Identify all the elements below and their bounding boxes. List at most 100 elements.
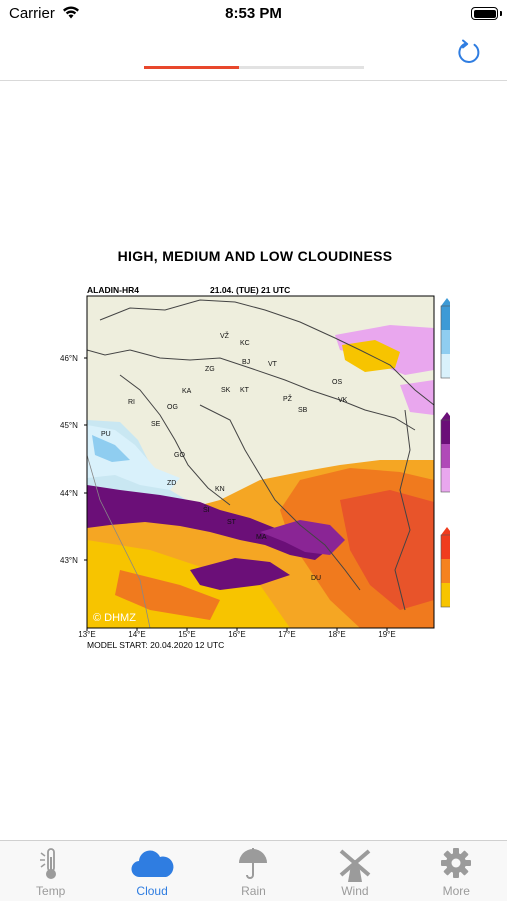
- battery-icon: [471, 7, 498, 20]
- longitude-label: 14°E: [128, 630, 145, 639]
- city-label: VT: [268, 361, 278, 368]
- legend-swatch: [441, 535, 450, 559]
- tab-rain[interactable]: Rain: [203, 841, 304, 901]
- model-name: ALADIN-HR4: [87, 285, 139, 295]
- city-label: VK: [338, 397, 348, 404]
- low-cloud-southwest: [87, 540, 290, 628]
- cloudiness-map: VŽ KC BJ VT ZG KA SK KT OS PŽ VK SB RI OG PU SE GO ZD KN ŠI…: [60, 240, 450, 660]
- tab-bar: Temp Cloud Rain Wind: [0, 840, 507, 901]
- border-north: [99, 299, 434, 406]
- nav-bar: [0, 30, 507, 81]
- loading-progress-fill: [144, 66, 239, 69]
- longitude-label: 18°E: [328, 630, 345, 639]
- tab-wind-label: Wind: [341, 884, 369, 898]
- tab-cloud[interactable]: Cloud: [101, 841, 202, 901]
- city-label: OG: [167, 404, 178, 411]
- map-title: HIGH, MEDIUM AND LOW CLOUDINESS: [117, 248, 393, 264]
- loading-progress-bar: [144, 66, 364, 69]
- city-label: ZG: [205, 366, 215, 373]
- latitude-label: 44°N: [60, 489, 78, 498]
- cities-layer: VŽ KC BJ VT ZG KA SK KT OS PŽ VK SB RI OG PU SE GO ZD KN ŠI…: [101, 331, 348, 582]
- cloud-icon: [131, 850, 174, 878]
- latitude-label: 46°N: [60, 354, 78, 363]
- tab-more[interactable]: More: [406, 841, 507, 901]
- valid-time: 21.04. (TUE) 21 UTC: [210, 285, 291, 295]
- longitude-label: 17°E: [278, 630, 295, 639]
- umbrella-icon: [239, 848, 268, 879]
- medium-cloud-band-south: [190, 558, 290, 590]
- border-bosnia: [199, 404, 361, 591]
- medium-cloud-east: [400, 380, 434, 415]
- longitude-label: 16°E: [228, 630, 245, 639]
- legend-swatch: [441, 468, 450, 492]
- city-label: KN: [215, 486, 225, 493]
- legend-swatch: [441, 354, 450, 378]
- medium-cloud-band-east: [260, 520, 345, 555]
- city-label: KT: [240, 387, 250, 394]
- longitude-label: 19°E: [378, 630, 395, 639]
- high-cloud-west-core: [92, 435, 130, 462]
- refresh-icon[interactable]: [455, 38, 483, 66]
- carrier-label: Carrier: [9, 5, 55, 22]
- coastline: [119, 374, 231, 506]
- map-graphic: VŽ KC BJ VT ZG KA SK KT OS PŽ VK SB RI OG PU SE GO ZD KN ŠI…: [60, 295, 450, 639]
- tab-rain-label: Rain: [241, 884, 266, 898]
- thermometer-icon: [39, 848, 56, 879]
- legend-layer: 806040HIGH CLOUDINESS (%)806040MEDIUM CL…: [440, 298, 450, 608]
- tab-temp[interactable]: Temp: [0, 841, 101, 901]
- latitude-label: 45°N: [60, 421, 78, 430]
- border-slovenia: [87, 349, 131, 356]
- high-cloud-west: [87, 425, 180, 490]
- tab-temp-label: Temp: [36, 884, 66, 898]
- dhmz-watermark: © DHMZ: [93, 612, 136, 624]
- city-label: SK: [221, 387, 231, 394]
- legend-swatch: [441, 444, 450, 468]
- legend-swatch: [441, 583, 450, 607]
- longitude-label: 13°E: [78, 630, 95, 639]
- legend-swatch: [441, 330, 450, 354]
- city-label: SB: [298, 407, 308, 414]
- city-label: ŠI: [203, 505, 210, 514]
- city-label: KC: [240, 340, 250, 347]
- low-cloud-southwest-core: [115, 570, 220, 620]
- city-label: ZD: [167, 480, 176, 487]
- border-serbia: [394, 409, 411, 611]
- tab-more-label: More: [442, 884, 470, 898]
- legend-arrow: [441, 412, 450, 420]
- windmill-icon: [339, 849, 371, 882]
- city-label: OS: [332, 379, 342, 386]
- latitude-label: 43°N: [60, 556, 78, 565]
- city-label: VŽ: [220, 331, 230, 340]
- legend-frame: [440, 305, 450, 379]
- clock: 8:53 PM: [225, 5, 282, 22]
- city-label: KA: [182, 388, 192, 395]
- city-label: PŽ: [283, 394, 293, 403]
- legend-frame: [440, 534, 450, 608]
- legend-swatch: [441, 306, 450, 330]
- city-label: DU: [311, 575, 321, 582]
- legend-arrow: [441, 298, 450, 306]
- tab-wind[interactable]: Wind: [304, 841, 405, 901]
- city-label: PU: [101, 431, 111, 438]
- city-label: ST: [227, 519, 237, 526]
- legend-frame: [440, 419, 450, 493]
- longitude-label: 15°E: [178, 630, 195, 639]
- legend-arrow: [441, 527, 450, 535]
- city-label: GO: [174, 452, 185, 459]
- low-cloud-east-core: [340, 490, 434, 610]
- tab-cloud-label: Cloud: [136, 884, 168, 898]
- axis-layer: 46°N 45°N 44°N 43°N 13°E 14°E 15°E 16°E 17°E 18°E…: [60, 354, 396, 639]
- italy-coast: [87, 454, 151, 628]
- medium-cloud-band: [87, 485, 325, 560]
- model-start: MODEL START: 20.04.2020 12 UTC: [87, 640, 225, 650]
- legend-swatch: [441, 559, 450, 583]
- city-label: MA: [256, 534, 267, 541]
- status-bar: Carrier 8:53 PM: [0, 0, 507, 30]
- map-frame: [86, 295, 435, 629]
- wifi-icon: [63, 6, 79, 19]
- city-label: BJ: [242, 359, 250, 366]
- gear-icon: [441, 848, 472, 878]
- border-sava: [129, 349, 416, 431]
- battery-tip: [500, 11, 502, 16]
- legend-swatch: [441, 420, 450, 444]
